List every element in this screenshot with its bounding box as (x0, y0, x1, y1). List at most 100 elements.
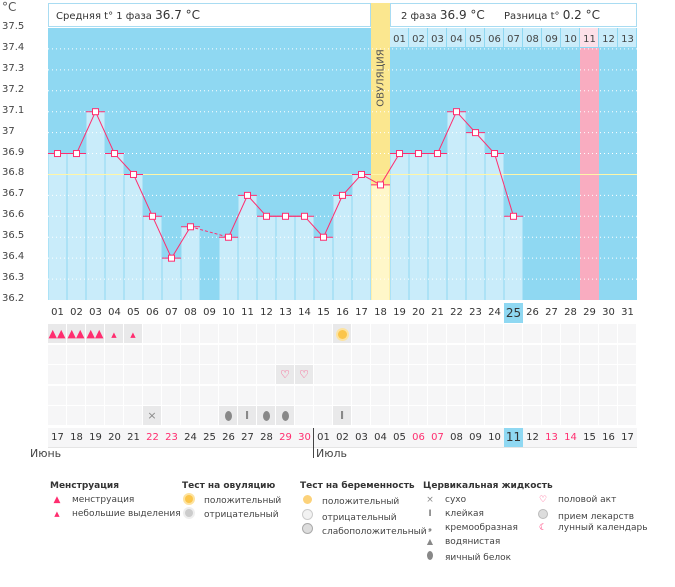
marker-cell[interactable] (86, 406, 104, 425)
calendar-date[interactable]: 24 (181, 428, 200, 447)
marker-cell[interactable] (333, 345, 351, 364)
marker-cell[interactable] (352, 386, 370, 405)
marker-cell[interactable] (276, 345, 294, 364)
marker-cell[interactable] (257, 365, 275, 384)
cycle-day-label[interactable]: 20 (412, 307, 425, 318)
marker-cell[interactable] (371, 345, 389, 364)
marker-cell[interactable] (295, 324, 313, 343)
calendar-date[interactable]: 04 (371, 428, 390, 447)
calendar-date[interactable]: 13 (542, 428, 561, 447)
marker-cell[interactable] (561, 324, 579, 343)
marker-cell[interactable] (181, 386, 199, 405)
marker-cell[interactable] (504, 386, 522, 405)
marker-cell[interactable] (371, 365, 389, 384)
marker-cell[interactable] (504, 324, 522, 343)
calendar-date[interactable]: 23 (162, 428, 181, 447)
marker-cell[interactable] (48, 406, 66, 425)
marker-cell[interactable] (561, 365, 579, 384)
cycle-day-label[interactable]: 28 (564, 307, 577, 318)
marker-cell[interactable] (599, 345, 617, 364)
menstruation-heavy-icon[interactable]: ▲▲ (67, 324, 85, 343)
marker-cell[interactable] (200, 324, 218, 343)
cycle-day-label[interactable]: 22 (450, 307, 463, 318)
calendar-date[interactable]: 30 (295, 428, 314, 447)
marker-cell[interactable] (447, 386, 465, 405)
marker-cell[interactable] (428, 386, 446, 405)
calendar-date[interactable]: 21 (124, 428, 143, 447)
marker-cell[interactable] (105, 365, 123, 384)
marker-cell[interactable] (485, 365, 503, 384)
marker-cell[interactable] (257, 345, 275, 364)
marker-cell[interactable] (409, 345, 427, 364)
marker-cell[interactable] (466, 345, 484, 364)
cycle-day-label[interactable]: 09 (203, 307, 216, 318)
calendar-date[interactable]: 09 (466, 428, 485, 447)
marker-cell[interactable] (86, 386, 104, 405)
marker-cell[interactable] (390, 365, 408, 384)
marker-cell[interactable] (523, 365, 541, 384)
calendar-date[interactable]: 28 (257, 428, 276, 447)
marker-cell[interactable] (599, 386, 617, 405)
marker-cell[interactable] (409, 386, 427, 405)
marker-cell[interactable] (409, 406, 427, 425)
calendar-date[interactable]: 05 (390, 428, 409, 447)
calendar-date[interactable]: 02 (333, 428, 352, 447)
cycle-day-label[interactable]: 06 (146, 307, 159, 318)
cycle-day-label[interactable]: 26 (526, 307, 539, 318)
cycle-day-label[interactable]: 18 (374, 307, 387, 318)
calendar-date[interactable]: 01 (314, 428, 333, 447)
calendar-date[interactable]: 17 (48, 428, 67, 447)
marker-cell[interactable] (542, 386, 560, 405)
marker-cell[interactable] (200, 386, 218, 405)
marker-cell[interactable] (618, 324, 636, 343)
marker-cell[interactable] (523, 386, 541, 405)
marker-cell[interactable] (599, 365, 617, 384)
cycle-day-label[interactable]: 08 (184, 307, 197, 318)
cervical-dry-icon[interactable]: × (143, 406, 161, 425)
cycle-day-label[interactable]: 30 (602, 307, 615, 318)
calendar-date[interactable]: 07 (428, 428, 447, 447)
marker-cell[interactable] (580, 406, 598, 425)
marker-cell[interactable] (200, 406, 218, 425)
marker-cell[interactable] (580, 386, 598, 405)
marker-cell[interactable] (333, 386, 351, 405)
calendar-date[interactable]: 16 (599, 428, 618, 447)
calendar-date[interactable]: 18 (67, 428, 86, 447)
cycle-day-label[interactable]: 19 (393, 307, 406, 318)
marker-cell[interactable] (523, 345, 541, 364)
marker-cell[interactable] (504, 345, 522, 364)
cervical-sticky-icon[interactable]: I (238, 406, 256, 425)
marker-cell[interactable] (428, 406, 446, 425)
marker-cell[interactable] (48, 365, 66, 384)
cycle-day-label[interactable]: 11 (241, 307, 254, 318)
marker-cell[interactable] (162, 365, 180, 384)
marker-cell[interactable] (67, 406, 85, 425)
marker-cell[interactable] (314, 345, 332, 364)
cycle-day-label[interactable]: 27 (545, 307, 558, 318)
marker-cell[interactable] (48, 345, 66, 364)
calendar-date[interactable]: 06 (409, 428, 428, 447)
marker-cell[interactable] (618, 386, 636, 405)
cycle-day-label[interactable]: 21 (431, 307, 444, 318)
marker-cell[interactable] (105, 386, 123, 405)
menstruation-heavy-icon[interactable]: ▲▲ (86, 324, 104, 343)
cycle-day-label[interactable]: 24 (488, 307, 501, 318)
calendar-date[interactable]: 26 (219, 428, 238, 447)
marker-cell[interactable] (447, 324, 465, 343)
marker-cell[interactable] (219, 386, 237, 405)
heart-icon[interactable]: ♡ (295, 365, 313, 384)
marker-cell[interactable] (143, 365, 161, 384)
marker-cell[interactable] (580, 345, 598, 364)
menstruation-heavy-icon[interactable]: ▲▲ (48, 324, 66, 343)
marker-cell[interactable] (162, 345, 180, 364)
marker-cell[interactable] (143, 386, 161, 405)
ovulation-test-positive-icon[interactable] (333, 324, 351, 343)
marker-cell[interactable] (618, 406, 636, 425)
marker-cell[interactable] (504, 365, 522, 384)
marker-cell[interactable] (143, 324, 161, 343)
marker-cell[interactable] (485, 386, 503, 405)
cycle-day-label[interactable]: 03 (89, 307, 102, 318)
cycle-day-label[interactable]: 01 (51, 307, 64, 318)
marker-cell[interactable] (181, 406, 199, 425)
marker-cell[interactable] (447, 345, 465, 364)
